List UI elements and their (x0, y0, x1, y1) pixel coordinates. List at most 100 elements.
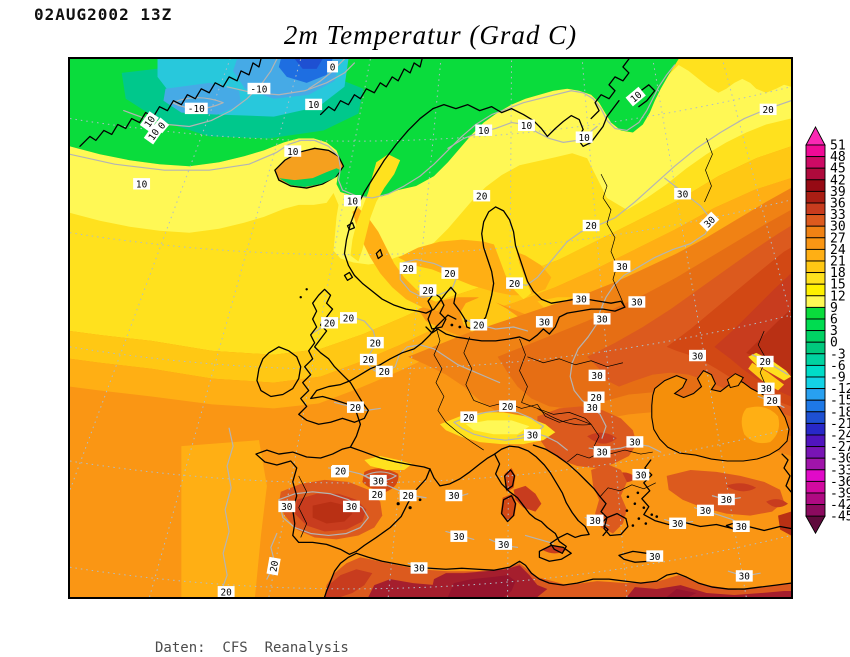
isotherm-label: 20 (366, 336, 384, 349)
svg-text:30: 30 (760, 384, 772, 395)
svg-text:20: 20 (402, 491, 414, 502)
legend-color-box (805, 190, 826, 204)
legend-color-box (805, 504, 826, 517)
svg-text:20: 20 (343, 314, 355, 325)
legend-value-label: 45 (830, 162, 846, 177)
legend-color-box (805, 225, 826, 239)
svg-text:0: 0 (156, 120, 168, 132)
legend-color-box (805, 237, 826, 250)
isotherm-label: 30 (342, 500, 360, 513)
isotherm-label: 20 (346, 401, 364, 414)
svg-text:30: 30 (649, 552, 661, 563)
isotherm-label: 20 (582, 219, 600, 232)
legend-value-label: 3 (830, 324, 838, 339)
legend-value-label: -3 (830, 347, 846, 362)
isotherm-label: 20 (499, 400, 517, 413)
legend-value-label: 33 (830, 208, 846, 223)
temperature-field (70, 59, 791, 597)
isotherm-label: 10 (143, 124, 163, 145)
isotherm-label: 20 (470, 319, 488, 332)
isotherm-label: 30 (732, 520, 750, 533)
svg-text:30: 30 (700, 506, 712, 517)
isotherm-label: 20 (217, 586, 235, 597)
isotherm-label: 30 (523, 429, 541, 442)
svg-text:30: 30 (596, 448, 608, 459)
legend-value-label: 24 (830, 243, 846, 258)
isotherm-label: 10 (284, 145, 302, 158)
svg-text:30: 30 (692, 351, 704, 362)
legend-value-label: 21 (830, 255, 846, 270)
black-sea (651, 369, 790, 462)
isotherm-label: 30 (278, 500, 296, 513)
legend-color-box (805, 376, 826, 390)
svg-text:20: 20 (759, 357, 771, 368)
legend-arrow (805, 126, 826, 146)
legend-value-label: 12 (830, 289, 846, 304)
legend-color-box (805, 260, 826, 274)
svg-text:30: 30 (373, 476, 385, 487)
isotherm-label: 30 (583, 401, 601, 414)
isotherm-label: 30 (495, 538, 513, 551)
isotherm-label: 10 (305, 98, 323, 111)
svg-text:20: 20 (350, 403, 362, 414)
legend-value-label: 0 (830, 336, 838, 351)
isotherm-label: 30 (593, 313, 611, 326)
isotherm-label: 30 (626, 436, 644, 449)
svg-text:-10: -10 (250, 84, 267, 95)
isotherm-label: 30 (586, 514, 604, 527)
legend-color-box (805, 295, 826, 308)
isotherm-label: 20 (359, 353, 377, 366)
isotherm-label: 30 (450, 530, 468, 543)
isotherm-label: 20 (506, 277, 523, 290)
isotherm-label: 0 (153, 117, 170, 134)
legend-color-box (805, 167, 826, 181)
isotherm-label: 20 (419, 284, 437, 297)
svg-text:10: 10 (478, 126, 490, 137)
svg-text:30: 30 (527, 431, 539, 442)
greenland-cold-pool (121, 59, 364, 139)
isotherm-label: 10 (575, 131, 593, 144)
svg-text:30: 30 (346, 502, 358, 513)
svg-text:20: 20 (590, 393, 602, 404)
svg-text:20: 20 (766, 396, 778, 407)
svg-text:30: 30 (591, 371, 603, 382)
isotherm-label: 30 (613, 260, 631, 273)
isotherm-label: 30 (572, 293, 590, 306)
svg-text:30: 30 (586, 403, 598, 414)
svg-text:20: 20 (402, 264, 414, 275)
svg-text:20: 20 (509, 279, 521, 290)
legend-color-box (805, 353, 826, 366)
svg-text:10: 10 (136, 180, 148, 191)
legend-value-label: -36 (830, 475, 850, 490)
svg-text:10: 10 (521, 121, 533, 132)
legend-value-label: -15 (830, 394, 850, 409)
legend-value-label: 51 (830, 139, 846, 154)
isotherm-label: 20 (763, 394, 781, 407)
legend-value-label: 6 (830, 313, 838, 328)
page-title: 2m Temperatur (Grad C) (283, 20, 578, 50)
isotherm-label: 10 (518, 119, 535, 132)
legend-color-box (805, 480, 826, 494)
legend-color-box (805, 469, 826, 482)
footer-credits: Daten: CFS Reanalysis (C) Wetterzentrale… (155, 603, 349, 657)
svg-text:20: 20 (379, 367, 391, 378)
legend-value-label: -27 (830, 440, 850, 455)
svg-text:30: 30 (629, 438, 641, 449)
svg-text:20: 20 (444, 269, 456, 280)
svg-text:20: 20 (463, 413, 475, 424)
color-scale-legend: 51484542393633302724211815129630-3-6-9-1… (805, 126, 850, 535)
svg-text:30: 30 (589, 516, 601, 527)
legend-value-label: 36 (830, 197, 846, 212)
isotherm-label: 20 (332, 464, 349, 477)
isotherm-label: 20 (460, 411, 478, 424)
svg-text:30: 30 (721, 495, 733, 506)
svg-text:20: 20 (473, 321, 485, 332)
legend-color-box (805, 283, 826, 297)
isotherm-label: 20 (399, 489, 417, 502)
isotherm-label: 20 (266, 556, 281, 576)
svg-text:20: 20 (422, 286, 434, 297)
isotherm-label: 20 (756, 355, 774, 368)
isotherm-label: 30 (588, 369, 606, 382)
isotherm-label: 30 (674, 188, 692, 200)
